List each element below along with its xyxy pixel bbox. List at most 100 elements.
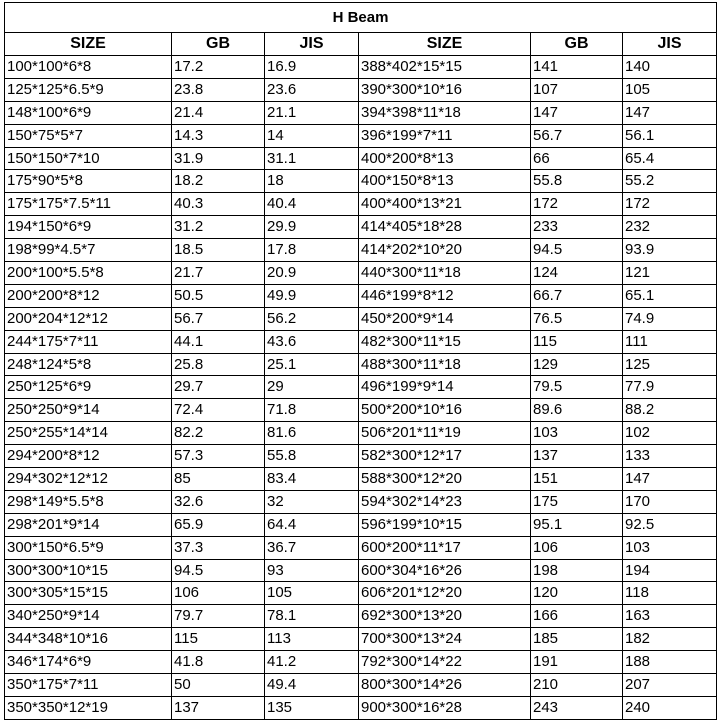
cell-gb: 94.5 xyxy=(530,238,623,263)
cell-size: 100*100*6*8 xyxy=(4,55,172,79)
cell-gb: 50 xyxy=(171,673,265,697)
table-row: 200*200*8*12 50.5 49.9 446*199*8*12 66.7 65.1 xyxy=(4,283,718,308)
cell-size: 344*348*10*16 xyxy=(4,627,172,652)
cell-jis: 93.9 xyxy=(621,238,718,263)
cell-size: 496*199*9*14 xyxy=(358,375,531,400)
cell-gb: 56.7 xyxy=(171,306,265,331)
cell-jis: 113 xyxy=(264,627,359,652)
cell-jis: 56.2 xyxy=(264,306,359,331)
cell-jis: 92.5 xyxy=(621,512,718,537)
cell-size: 388*402*15*15 xyxy=(358,55,531,79)
cell-size: 450*200*9*14 xyxy=(358,306,531,331)
cell-gb: 76.5 xyxy=(530,306,623,331)
cell-size: 446*199*8*12 xyxy=(358,283,531,308)
cell-size: 250*250*9*14 xyxy=(4,398,172,423)
cell-gb: 141 xyxy=(530,55,623,79)
cell-jis: 20.9 xyxy=(264,261,359,285)
cell-jis: 170 xyxy=(621,489,718,514)
cell-size: 596*199*10*15 xyxy=(358,512,531,537)
table-row: 300*150*6.5*9 37.3 36.7 600*200*11*17 106 103 xyxy=(4,535,718,560)
cell-size: 198*99*4.5*7 xyxy=(4,238,172,263)
cell-jis: 105 xyxy=(621,77,718,102)
h-beam-table: H Beam SIZE GB JIS SIZE GB JIS 100*100*6… xyxy=(3,2,718,720)
cell-gb: 210 xyxy=(530,673,623,697)
table-row: 294*302*12*12 85 83.4 588*300*12*20 151 147 xyxy=(4,467,718,491)
cell-jis: 29 xyxy=(264,375,359,400)
cell-jis: 74.9 xyxy=(621,306,718,331)
cell-jis: 65.1 xyxy=(621,283,718,308)
cell-size: 600*200*11*17 xyxy=(358,535,531,560)
cell-jis: 163 xyxy=(621,604,718,629)
cell-gb: 37.3 xyxy=(171,535,265,560)
cell-size: 298*201*9*14 xyxy=(4,512,172,537)
cell-size: 150*150*7*10 xyxy=(4,146,172,171)
table-row: 200*204*12*12 56.7 56.2 450*200*9*14 76.5 74.… xyxy=(4,306,718,331)
table-row: 346*174*6*9 41.8 41.2 792*300*14*22 191 188 xyxy=(4,650,718,675)
cell-jis: 121 xyxy=(621,261,718,285)
table-row: 300*300*10*15 94.5 93 600*304*16*26 198 194 xyxy=(4,558,718,583)
cell-size: 400*400*13*21 xyxy=(358,192,531,217)
cell-size: 300*305*15*15 xyxy=(4,581,172,606)
table-title: H Beam xyxy=(3,2,718,33)
cell-gb: 198 xyxy=(530,558,623,583)
cell-jis: 49.4 xyxy=(264,673,359,697)
cell-gb: 57.3 xyxy=(171,444,265,469)
cell-gb: 31.2 xyxy=(171,215,265,240)
cell-gb: 79.5 xyxy=(530,375,623,400)
table-row: 344*348*10*16 115 113 700*300*13*24 185 182 xyxy=(4,627,718,652)
cell-size: 350*350*12*19 xyxy=(4,695,172,720)
cell-jis: 172 xyxy=(621,192,718,217)
cell-gb: 50.5 xyxy=(171,283,265,308)
cell-size: 582*300*12*17 xyxy=(358,444,531,469)
cell-gb: 124 xyxy=(530,261,623,285)
cell-gb: 172 xyxy=(530,192,623,217)
cell-gb: 243 xyxy=(530,695,623,720)
cell-size: 488*300*11*18 xyxy=(358,352,531,377)
cell-size: 394*398*11*18 xyxy=(358,100,531,125)
table-row: 250*250*9*14 72.4 71.8 500*200*10*16 89.6 88.… xyxy=(4,398,718,423)
cell-size: 340*250*9*14 xyxy=(4,604,172,629)
table-row: 298*201*9*14 65.9 64.4 596*199*10*15 95.1 92.… xyxy=(4,512,718,537)
cell-jis: 41.2 xyxy=(264,650,359,675)
header-jis: JIS xyxy=(621,32,718,56)
cell-gb: 137 xyxy=(530,444,623,469)
cell-jis: 81.6 xyxy=(264,421,359,446)
cell-gb: 21.7 xyxy=(171,261,265,285)
table-row: 250*255*14*14 82.2 81.6 506*201*11*19 103 102 xyxy=(4,421,718,446)
cell-size: 125*125*6.5*9 xyxy=(4,77,172,102)
table-row: 298*149*5.5*8 32.6 32 594*302*14*23 175 170 xyxy=(4,489,718,514)
cell-size: 414*202*10*20 xyxy=(358,238,531,263)
cell-size: 600*304*16*26 xyxy=(358,558,531,583)
cell-size: 800*300*14*26 xyxy=(358,673,531,697)
table-row: 150*75*5*7 14.3 14 396*199*7*11 56.7 56.1 xyxy=(4,123,718,148)
cell-gb: 18.2 xyxy=(171,169,265,194)
cell-gb: 137 xyxy=(171,695,265,720)
cell-gb: 18.5 xyxy=(171,238,265,263)
cell-gb: 107 xyxy=(530,77,623,102)
cell-gb: 55.8 xyxy=(530,169,623,194)
cell-size: 244*175*7*11 xyxy=(4,329,172,354)
cell-jis: 83.4 xyxy=(264,467,359,491)
cell-jis: 232 xyxy=(621,215,718,240)
cell-size: 294*200*8*12 xyxy=(4,444,172,469)
cell-jis: 147 xyxy=(621,100,718,125)
cell-gb: 41.8 xyxy=(171,650,265,675)
cell-gb: 66.7 xyxy=(530,283,623,308)
cell-jis: 194 xyxy=(621,558,718,583)
header-row: SIZE GB JIS SIZE GB JIS xyxy=(4,32,718,56)
cell-gb: 129 xyxy=(530,352,623,377)
cell-gb: 85 xyxy=(171,467,265,491)
cell-gb: 94.5 xyxy=(171,558,265,583)
cell-jis: 32 xyxy=(264,489,359,514)
cell-jis: 56.1 xyxy=(621,123,718,148)
table-row: 150*150*7*10 31.9 31.1 400*200*8*13 66 65.4 xyxy=(4,146,718,171)
cell-gb: 95.1 xyxy=(530,512,623,537)
cell-size: 346*174*6*9 xyxy=(4,650,172,675)
cell-jis: 93 xyxy=(264,558,359,583)
cell-jis: 207 xyxy=(621,673,718,697)
header-gb: GB xyxy=(171,32,265,56)
cell-gb: 40.3 xyxy=(171,192,265,217)
cell-size: 175*175*7.5*11 xyxy=(4,192,172,217)
table-row: 244*175*7*11 44.1 43.6 482*300*11*15 115 111 xyxy=(4,329,718,354)
cell-jis: 65.4 xyxy=(621,146,718,171)
